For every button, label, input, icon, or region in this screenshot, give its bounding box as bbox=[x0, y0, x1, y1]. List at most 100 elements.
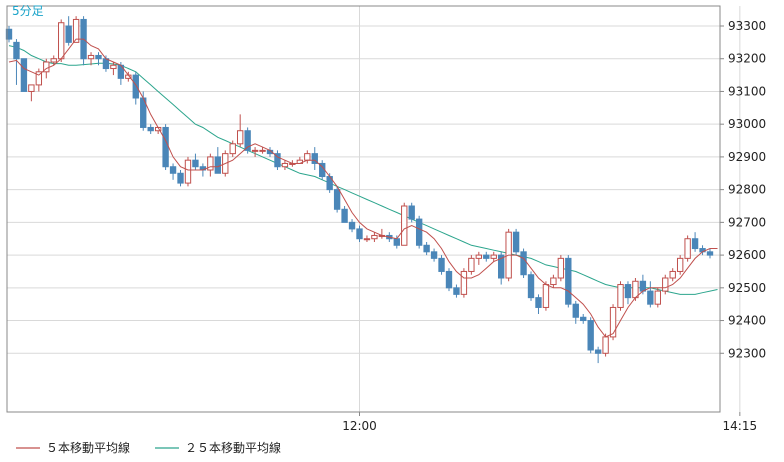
candle-body-down bbox=[13, 41, 20, 60]
axes bbox=[6, 5, 721, 413]
candle-body-down bbox=[408, 205, 415, 220]
candle-body-up bbox=[550, 277, 557, 286]
candle-body-down bbox=[624, 284, 632, 299]
candle-body-up bbox=[58, 22, 65, 60]
candle-body-down bbox=[169, 166, 177, 174]
y-tick-label: 93000 bbox=[728, 117, 766, 131]
y-tick-label: 92300 bbox=[728, 346, 766, 360]
ma5-series bbox=[8, 38, 718, 338]
candle-body-up bbox=[207, 156, 214, 171]
candle-body-down bbox=[445, 270, 453, 289]
candle-body-down bbox=[594, 349, 602, 354]
y-tick-labels: 93300 93200 93100 93000 92900 92800 92700 92600… bbox=[720, 19, 766, 360]
candle-body-up bbox=[468, 257, 475, 272]
candle-body-up bbox=[72, 18, 80, 43]
candle-body-down bbox=[147, 126, 154, 132]
candle-body-down bbox=[192, 159, 199, 168]
y-tick-label: 92800 bbox=[728, 183, 766, 197]
x-tick-label: 14:15 bbox=[723, 419, 758, 433]
candle-body-up bbox=[676, 257, 684, 272]
candle-body-down bbox=[438, 257, 445, 272]
candle-body-up bbox=[363, 238, 371, 241]
candle-body-up bbox=[542, 284, 550, 308]
candle-body-up bbox=[371, 234, 378, 240]
candle-body-down bbox=[333, 189, 341, 210]
candle-body-down bbox=[5, 28, 13, 40]
candle-body-up bbox=[654, 290, 661, 305]
candle-body-up bbox=[236, 130, 244, 145]
candle-body-down bbox=[565, 257, 572, 305]
candle-body-up bbox=[460, 270, 468, 295]
candle-body-down bbox=[102, 58, 110, 70]
y-tick-label: 92600 bbox=[728, 248, 766, 262]
candle-body-up bbox=[304, 153, 311, 161]
candle-body-down bbox=[647, 290, 654, 305]
candle-body-down bbox=[393, 238, 400, 246]
candle-body-up bbox=[35, 71, 43, 86]
x-tick-label: 12:00 bbox=[342, 419, 377, 433]
candle-body-down bbox=[311, 153, 318, 164]
candle-body-up bbox=[28, 84, 35, 92]
ma5-line bbox=[8, 38, 718, 338]
candle-body-down bbox=[430, 251, 438, 259]
candle-body-down bbox=[423, 244, 430, 253]
candle-body-down bbox=[572, 303, 579, 318]
candle-body-down bbox=[639, 280, 647, 292]
ma25-series bbox=[8, 45, 718, 295]
candle-body-down bbox=[177, 172, 184, 184]
candle-body-down bbox=[348, 221, 356, 230]
candle-body-down bbox=[587, 320, 594, 351]
y-tick-label: 92400 bbox=[728, 314, 766, 328]
candle-body-up bbox=[557, 257, 565, 279]
candle-body-down bbox=[483, 254, 490, 259]
candle-body-up bbox=[229, 143, 236, 155]
candle-body-down bbox=[527, 274, 535, 299]
candle-body-up bbox=[110, 64, 117, 70]
candle-body-down bbox=[274, 153, 281, 168]
candle-body-down bbox=[453, 287, 460, 295]
candle-body-down bbox=[706, 251, 714, 256]
candle-body-up bbox=[251, 149, 259, 152]
candle-body-up bbox=[684, 238, 691, 259]
candle-body-up bbox=[662, 277, 669, 292]
y-tick-label: 93100 bbox=[728, 84, 766, 98]
candle-body-down bbox=[512, 231, 520, 253]
candle-body-down bbox=[65, 25, 72, 43]
y-tick-label: 92700 bbox=[728, 215, 766, 229]
y-tick-label: 93300 bbox=[728, 19, 766, 33]
candle-body-up bbox=[281, 162, 289, 168]
legend: ５本移動平均線 ２５本移動平均線 bbox=[16, 440, 281, 455]
candle-body-down bbox=[580, 316, 587, 322]
candle-body-down bbox=[162, 126, 169, 168]
candle-body-down bbox=[520, 251, 527, 276]
candle-body-down bbox=[498, 254, 505, 279]
y-tick-label: 92500 bbox=[728, 281, 766, 295]
candle-body-down bbox=[535, 297, 542, 308]
candle-body-down bbox=[20, 58, 28, 92]
ma25-line bbox=[8, 45, 718, 295]
candle-body-down bbox=[132, 74, 139, 99]
candle-body-down bbox=[244, 130, 251, 151]
candle-body-up bbox=[401, 205, 408, 246]
plot-frame bbox=[6, 5, 721, 413]
grid-lines bbox=[7, 6, 741, 412]
legend-ma5-label: ５本移動平均線 bbox=[46, 440, 130, 455]
candle-body-down bbox=[691, 238, 699, 250]
candle-body-up bbox=[50, 58, 57, 63]
candle-body-up bbox=[490, 254, 497, 259]
candle-body-down bbox=[415, 218, 423, 246]
candle-body-up bbox=[617, 284, 624, 308]
y-tick-label: 92900 bbox=[728, 150, 766, 164]
candle-body-down bbox=[341, 208, 348, 223]
candle-body-up bbox=[602, 336, 609, 354]
candle-body-down bbox=[214, 156, 221, 174]
candle-body-up bbox=[475, 254, 483, 259]
candle-body-down bbox=[356, 228, 363, 240]
candle-body-up bbox=[184, 159, 192, 184]
candle-body-up bbox=[632, 280, 639, 299]
legend-ma25-label: ２５本移動平均線 bbox=[185, 440, 281, 455]
y-tick-label: 93200 bbox=[728, 52, 766, 66]
